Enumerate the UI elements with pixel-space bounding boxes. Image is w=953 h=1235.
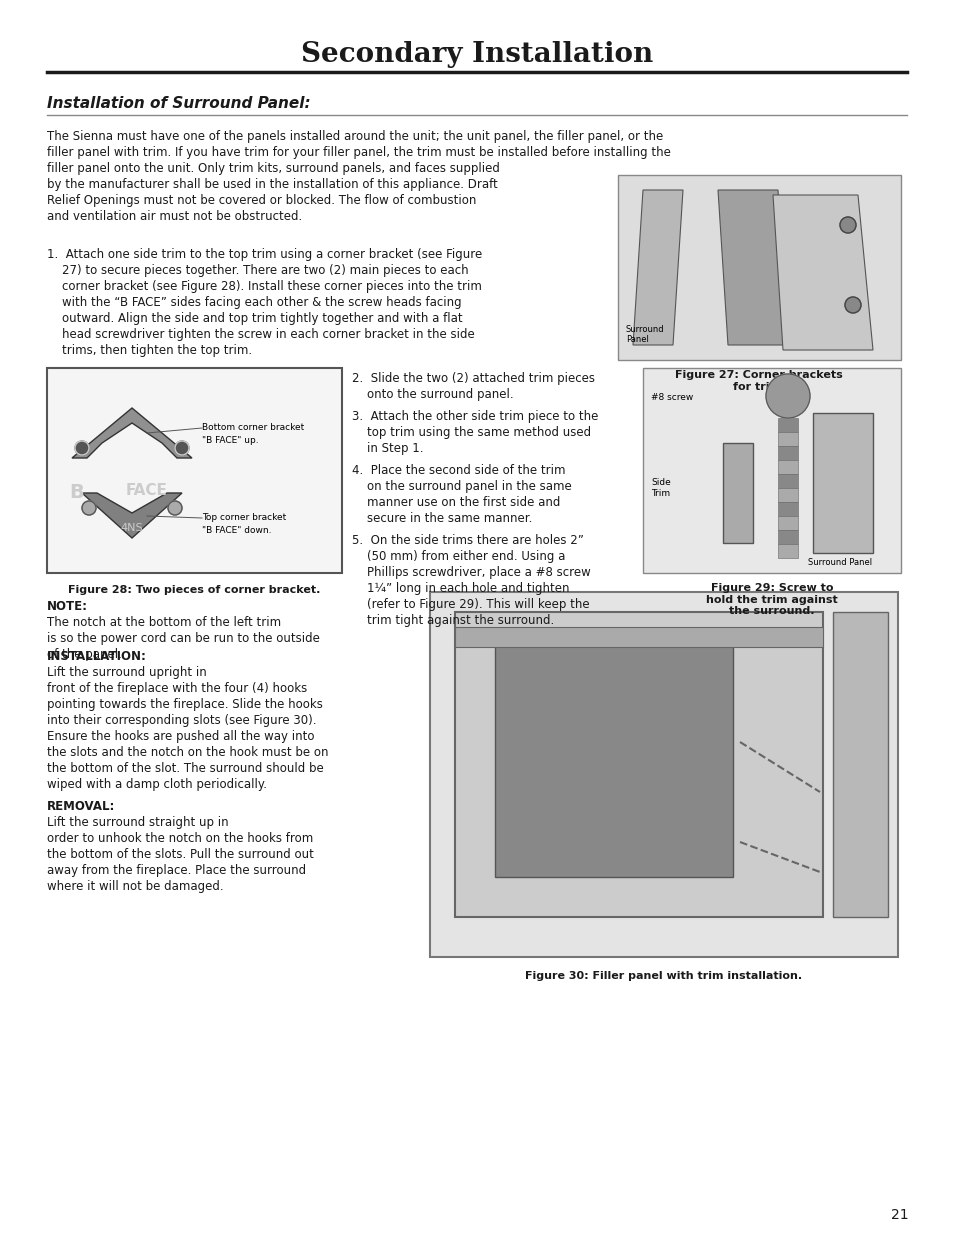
Text: outward. Align the side and top trim tightly together and with a flat: outward. Align the side and top trim tig… (47, 312, 462, 325)
Text: where it will not be damaged.: where it will not be damaged. (47, 881, 223, 893)
Text: 4.  Place the second side of the trim: 4. Place the second side of the trim (352, 464, 565, 477)
Text: 1¼” long in each hole and tighten: 1¼” long in each hole and tighten (352, 582, 569, 595)
Text: 4NS: 4NS (121, 522, 143, 534)
Bar (642, 368, 900, 573)
Bar (778, 530, 797, 543)
Bar (812, 412, 872, 553)
Text: Surround: Surround (625, 325, 664, 333)
Text: INSTALLATION:: INSTALLATION: (47, 650, 147, 663)
Text: 1.  Attach one side trim to the top trim using a corner bracket (see Figure: 1. Attach one side trim to the top trim … (47, 248, 482, 261)
Text: with the “B FACE” sides facing each other & the screw heads facing: with the “B FACE” sides facing each othe… (47, 296, 461, 309)
Text: The Sienna must have one of the panels installed around the unit; the unit panel: The Sienna must have one of the panels i… (47, 130, 662, 143)
Text: Figure 30: Filler panel with trim installation.: Figure 30: Filler panel with trim instal… (525, 971, 801, 981)
Circle shape (844, 296, 861, 312)
Text: front of the fireplace with the four (4) hooks: front of the fireplace with the four (4)… (47, 682, 307, 695)
Text: Panel: Panel (625, 335, 648, 345)
Circle shape (82, 501, 96, 515)
Text: wiped with a damp cloth periodically.: wiped with a damp cloth periodically. (47, 778, 267, 790)
Polygon shape (71, 408, 192, 458)
Text: The notch at the bottom of the left trim: The notch at the bottom of the left trim (47, 616, 281, 629)
Text: 3.  Attach the other side trim piece to the: 3. Attach the other side trim piece to t… (352, 410, 598, 424)
Text: FACE: FACE (126, 483, 168, 498)
Polygon shape (633, 190, 682, 345)
Text: filler panel onto the unit. Only trim kits, surround panels, and faces supplied: filler panel onto the unit. Only trim ki… (47, 162, 499, 175)
Polygon shape (772, 195, 872, 350)
Circle shape (765, 374, 809, 417)
Bar (455, 613, 822, 918)
Text: Ensure the hooks are pushed all the way into: Ensure the hooks are pushed all the way … (47, 730, 314, 743)
Text: in Step 1.: in Step 1. (352, 442, 423, 454)
Text: 5.  On the side trims there are holes 2”: 5. On the side trims there are holes 2” (352, 534, 583, 547)
Text: away from the fireplace. Place the surround: away from the fireplace. Place the surro… (47, 864, 306, 877)
Text: onto the surround panel.: onto the surround panel. (352, 388, 513, 401)
Text: on the surround panel in the same: on the surround panel in the same (352, 480, 571, 493)
Text: and ventilation air must not be obstructed.: and ventilation air must not be obstruct… (47, 210, 302, 224)
Bar (618, 175, 900, 359)
Bar (778, 446, 797, 459)
Text: secure in the same manner.: secure in the same manner. (352, 513, 532, 525)
Circle shape (840, 217, 855, 233)
Circle shape (174, 441, 189, 454)
Text: top trim using the same method used: top trim using the same method used (352, 426, 591, 438)
Text: REMOVAL:: REMOVAL: (47, 800, 115, 813)
Bar (722, 443, 752, 543)
Text: Figure 27: Corner brackets
for trim.: Figure 27: Corner brackets for trim. (675, 370, 842, 391)
Text: the slots and the notch on the hook must be on: the slots and the notch on the hook must… (47, 746, 328, 760)
Text: by the manufacturer shall be used in the installation of this appliance. Draft: by the manufacturer shall be used in the… (47, 178, 497, 191)
Text: 2.  Slide the two (2) attached trim pieces: 2. Slide the two (2) attached trim piece… (352, 372, 595, 385)
Bar (778, 488, 797, 501)
Text: "B FACE" up.: "B FACE" up. (202, 436, 258, 445)
Bar (832, 613, 887, 918)
Text: head screwdriver tighten the screw in each corner bracket in the side: head screwdriver tighten the screw in ea… (47, 329, 475, 341)
Text: Figure 28: Two pieces of corner bracket.: Figure 28: Two pieces of corner bracket. (68, 585, 320, 595)
Polygon shape (718, 190, 787, 345)
Text: is so the power cord can be run to the outside: is so the power cord can be run to the o… (47, 632, 319, 645)
Text: Figure 29: Screw to
hold the trim against
the surround.: Figure 29: Screw to hold the trim agains… (705, 583, 837, 616)
Text: of the panel.: of the panel. (47, 648, 122, 661)
Text: "B FACE" down.: "B FACE" down. (202, 526, 272, 535)
Bar (778, 516, 797, 530)
Bar (778, 543, 797, 558)
Text: into their corresponding slots (see Figure 30).: into their corresponding slots (see Figu… (47, 714, 316, 727)
Text: NOTE:: NOTE: (47, 600, 88, 613)
Text: manner use on the first side and: manner use on the first side and (352, 496, 559, 509)
Text: Installation of Surround Panel:: Installation of Surround Panel: (47, 95, 311, 110)
Text: (50 mm) from either end. Using a: (50 mm) from either end. Using a (352, 550, 565, 563)
Text: trim tight against the surround.: trim tight against the surround. (352, 614, 554, 627)
Text: 21: 21 (890, 1208, 908, 1221)
Text: Relief Openings must not be covered or blocked. The flow of combustion: Relief Openings must not be covered or b… (47, 194, 476, 207)
Text: the bottom of the slot. The surround should be: the bottom of the slot. The surround sho… (47, 762, 323, 776)
Text: Top corner bracket: Top corner bracket (202, 513, 286, 522)
Text: Secondary Installation: Secondary Installation (300, 42, 653, 68)
Bar (495, 642, 732, 877)
Text: 27) to secure pieces together. There are two (2) main pieces to each: 27) to secure pieces together. There are… (47, 264, 468, 277)
Bar (778, 432, 797, 446)
Bar (778, 417, 797, 432)
Bar (430, 592, 897, 957)
Text: (refer to Figure 29). This will keep the: (refer to Figure 29). This will keep the (352, 598, 589, 611)
Bar (455, 627, 822, 647)
Text: Lift the surround straight up in: Lift the surround straight up in (47, 816, 229, 829)
Circle shape (168, 501, 182, 515)
Circle shape (75, 441, 89, 454)
Text: filler panel with trim. If you have trim for your filler panel, the trim must be: filler panel with trim. If you have trim… (47, 146, 670, 159)
Polygon shape (82, 493, 182, 538)
Bar (47, 368, 341, 573)
Text: #8 screw: #8 screw (650, 393, 693, 403)
Text: the bottom of the slots. Pull the surround out: the bottom of the slots. Pull the surrou… (47, 848, 314, 861)
Text: Lift the surround upright in: Lift the surround upright in (47, 666, 207, 679)
Text: Phillips screwdriver, place a #8 screw: Phillips screwdriver, place a #8 screw (352, 566, 590, 579)
Text: B: B (70, 483, 84, 501)
Text: trims, then tighten the top trim.: trims, then tighten the top trim. (47, 345, 252, 357)
Text: pointing towards the fireplace. Slide the hooks: pointing towards the fireplace. Slide th… (47, 698, 322, 711)
Bar (778, 501, 797, 516)
Text: corner bracket (see Figure 28). Install these corner pieces into the trim: corner bracket (see Figure 28). Install … (47, 280, 481, 293)
Bar (778, 474, 797, 488)
Text: Side
Trim: Side Trim (650, 478, 670, 498)
Text: Bottom corner bracket: Bottom corner bracket (202, 424, 304, 432)
Text: order to unhook the notch on the hooks from: order to unhook the notch on the hooks f… (47, 832, 313, 845)
Bar (778, 459, 797, 474)
Text: Surround Panel: Surround Panel (807, 558, 871, 567)
